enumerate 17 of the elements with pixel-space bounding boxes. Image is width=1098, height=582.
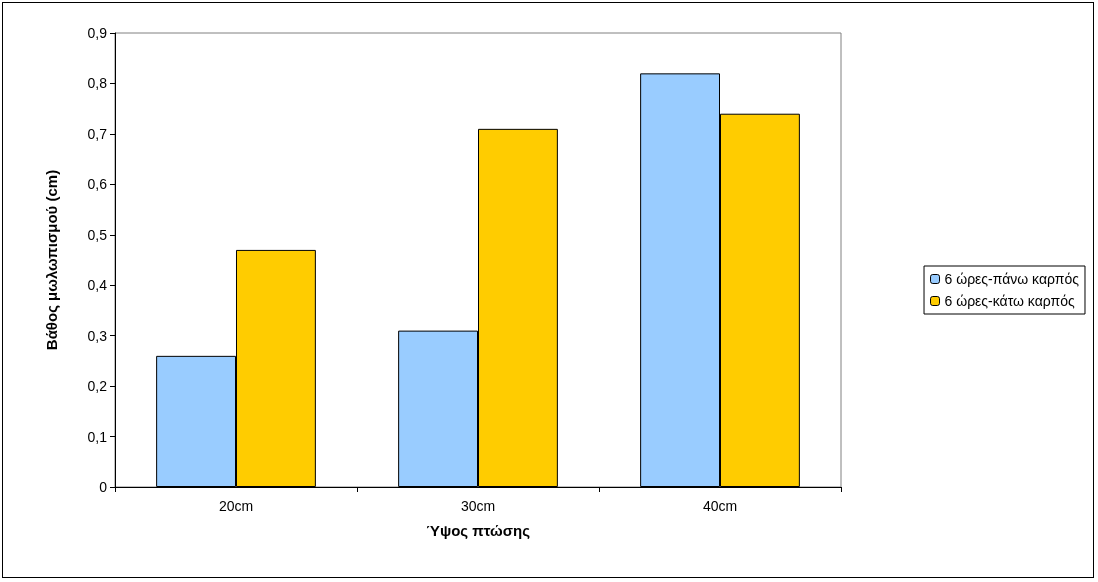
y-tick-label: 0 <box>99 479 108 495</box>
x-axis-title: Ύψος πτώσης <box>426 522 531 539</box>
x-tick-label: 40cm <box>702 498 738 514</box>
x-tick-label: 30cm <box>460 498 496 514</box>
y-tick-label: 0,7 <box>87 125 108 142</box>
legend-label: 6 ώρες-κάτω καρπός <box>944 293 1075 309</box>
legend-label: 6 ώρες-πάνω καρπός <box>944 271 1080 287</box>
y-tick-label: 0,8 <box>87 75 108 92</box>
x-tick-label: 20cm <box>218 498 254 514</box>
y-tick-label: 0,6 <box>87 176 108 193</box>
y-tick-label: 0,9 <box>87 25 108 41</box>
y-tick-label: 0,2 <box>87 378 108 395</box>
y-tick-label: 0,4 <box>87 277 108 294</box>
y-tick-label: 0,5 <box>87 226 108 243</box>
y-tick-label: 0,3 <box>87 327 108 344</box>
y-tick-label: 0,1 <box>87 428 108 445</box>
y-axis-title: Βάθος μωλωπισμού (cm) <box>43 169 60 351</box>
